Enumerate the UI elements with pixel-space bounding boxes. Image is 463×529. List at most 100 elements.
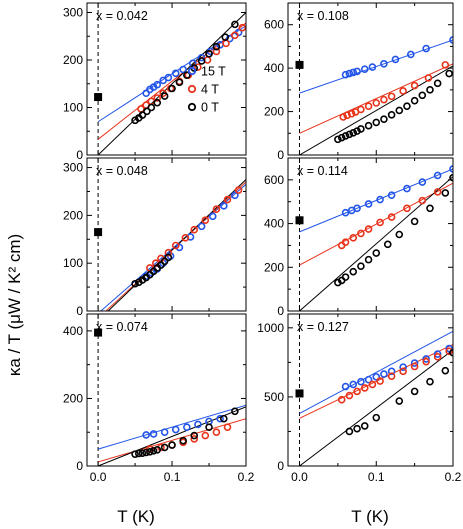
data-point (171, 69, 180, 78)
data-point (403, 102, 411, 110)
data-point (223, 423, 232, 431)
y-tick-label: 400 (264, 61, 284, 75)
data-point (349, 233, 358, 242)
fit-line (299, 182, 453, 266)
y-tick-label: 200 (63, 391, 83, 405)
data-point (403, 184, 411, 193)
data-point (138, 111, 147, 119)
y-tick-label: 100 (63, 256, 83, 270)
data-point (372, 373, 381, 381)
data-point (345, 69, 354, 78)
legend-marker (187, 102, 197, 112)
data-point (357, 229, 365, 238)
data-point (368, 380, 377, 389)
data-point (179, 65, 187, 74)
data-point (403, 204, 411, 213)
y-tick-label: 0 (277, 459, 284, 473)
x-tick-label: 0.1 (368, 470, 385, 484)
data-point (399, 363, 407, 372)
data-point (395, 397, 404, 405)
panel-label: x = 0.114 (297, 164, 348, 178)
axes-frame (86, 2, 247, 156)
fit-line (100, 183, 246, 311)
data-point (160, 428, 169, 437)
fit-line (299, 63, 453, 134)
data-point (201, 216, 210, 224)
legend-entry: 15 T (201, 65, 226, 79)
fit-line (299, 349, 453, 466)
data-point (372, 99, 381, 107)
data-point (418, 178, 427, 186)
data-point (131, 450, 139, 458)
data-point (146, 448, 154, 456)
data-point (372, 118, 381, 127)
panel-label: x = 0.108 (297, 9, 349, 23)
data-point (205, 423, 213, 431)
y-tick-label: 1000 (257, 321, 284, 335)
data-point (153, 94, 162, 102)
data-point (433, 79, 442, 88)
data-point (357, 105, 365, 114)
data-point (387, 92, 396, 101)
y-tick-label: 200 (264, 260, 284, 274)
data-point (353, 67, 361, 76)
data-point (433, 188, 442, 196)
data-point (212, 205, 221, 213)
data-point (341, 382, 350, 391)
data-point (149, 430, 158, 438)
data-point (341, 238, 350, 246)
axes-frame (86, 157, 247, 312)
data-point (380, 370, 388, 378)
x-tick-label: 0.0 (291, 470, 308, 484)
data-point (188, 59, 197, 68)
data-point (376, 218, 384, 227)
data-point (153, 98, 162, 107)
data-point (171, 425, 180, 434)
data-point (422, 357, 430, 366)
axes-frame (287, 2, 454, 156)
data-point (149, 446, 158, 455)
data-point (175, 243, 184, 252)
data-point (395, 106, 404, 115)
data-point (357, 262, 365, 270)
data-point (190, 435, 199, 443)
data-point (197, 57, 206, 65)
y-tick-label: 200 (63, 208, 83, 222)
y-tick-label: 300 (63, 161, 83, 175)
data-point (441, 189, 450, 197)
panel-5: 0 200 400 0.0 0.1 0.2 x = 0.074 (63, 313, 255, 484)
data-point (364, 200, 373, 208)
data-point (445, 347, 453, 356)
data-point (164, 248, 173, 257)
data-point (153, 80, 162, 89)
x-tick-label: 0.2 (445, 470, 462, 484)
data-point (337, 133, 346, 142)
data-point (426, 377, 434, 386)
panel-1: 0 100 200 300 x = 0.042 15 T 4 T 0 T (63, 2, 247, 162)
data-point (364, 255, 373, 264)
panels: 0 100 200 300 x = 0.042 15 T 4 T 0 T 0 200 400 600 x… (63, 2, 462, 484)
data-point (349, 68, 358, 77)
data-point (212, 428, 221, 437)
axes-frame (287, 313, 454, 467)
data-point (203, 56, 212, 64)
zero-field-marker (295, 60, 304, 69)
data-point (220, 414, 228, 423)
data-point (353, 424, 361, 433)
y-tick-label: 200 (63, 53, 83, 67)
data-point (347, 109, 356, 118)
x-tick-label: 0.1 (164, 470, 181, 484)
legend-entry: 0 T (201, 101, 219, 115)
data-point (221, 33, 230, 42)
data-point (171, 241, 180, 250)
data-point (339, 113, 348, 121)
panel-label: x = 0.127 (297, 320, 349, 334)
zero-field-marker (295, 389, 304, 398)
data-point (406, 50, 415, 59)
data-point (410, 362, 419, 371)
y-tick-label: 500 (264, 390, 284, 404)
y-tick-label: 600 (264, 173, 284, 187)
data-point (343, 111, 351, 120)
data-point (212, 47, 221, 56)
data-point (433, 350, 442, 358)
